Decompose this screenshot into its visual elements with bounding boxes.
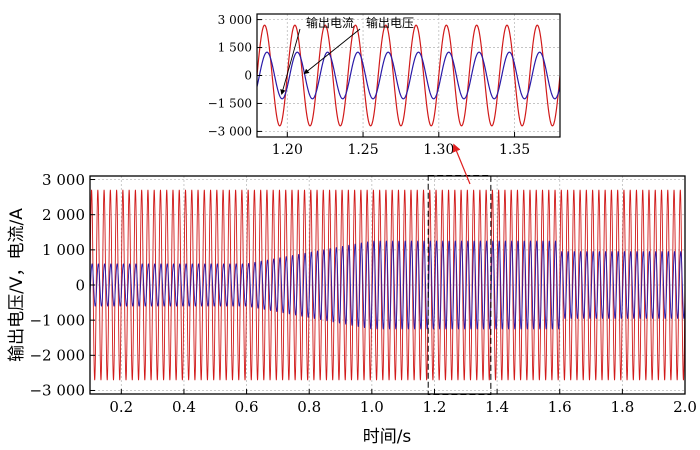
main-y-tick-label: −3 000 <box>29 382 85 400</box>
zoom-pointer-arrow <box>452 143 471 185</box>
inset-y-tick-label: 1 500 <box>218 41 252 55</box>
main-chart: 0.2 0.4 0.6 0.8 1.0 1.2 1.4 1.6 1.8 2.0 3 000 2 000… <box>7 171 697 447</box>
main-x-tick-label: 2.0 <box>673 398 697 416</box>
zoom-window-box <box>427 175 492 395</box>
annotation-arrow-voltage <box>303 28 361 75</box>
main-x-tick-label: 1.0 <box>360 398 384 416</box>
annotation-label-current: 输出电流 <box>306 15 354 30</box>
inset-series <box>257 24 560 127</box>
main-x-tick-label: 0.4 <box>172 398 196 416</box>
inset-x-tick-label: 1.35 <box>499 142 530 158</box>
main-x-axis-label: 时间/s <box>363 427 412 447</box>
main-axis-ticks: 0.2 0.4 0.6 0.8 1.0 1.2 1.4 1.6 1.8 2.0 3 000 2 000… <box>29 171 696 416</box>
series-line-current <box>90 240 685 330</box>
inset-series-line-voltage <box>257 24 560 127</box>
main-x-tick-label: 0.8 <box>297 398 321 416</box>
inset-y-tick-label: −1 500 <box>208 97 252 111</box>
annotation-label-voltage: 输出电压 <box>366 15 414 30</box>
main-y-tick-label: −2 000 <box>29 347 85 365</box>
inset-y-tick-label: −3 000 <box>208 125 252 139</box>
main-x-tick-label: 1.2 <box>423 398 447 416</box>
main-x-tick-label: 0.2 <box>109 398 133 416</box>
main-x-tick-label: 0.6 <box>235 398 259 416</box>
inset-x-tick-label: 1.25 <box>347 142 378 158</box>
inset-y-tick-label: 3 000 <box>218 13 252 27</box>
main-x-tick-label: 1.6 <box>548 398 572 416</box>
inset-axis-ticks: 1.20 1.25 1.30 1.35 3 000 1 500 0 −1 500 −3 000 <box>208 13 531 158</box>
main-x-tick-label: 1.4 <box>485 398 509 416</box>
main-y-tick-label: 2 000 <box>42 206 85 224</box>
inset-annotations: 输出电流 输出电压 <box>280 15 414 95</box>
inset-y-tick-label: 0 <box>244 69 252 83</box>
main-y-tick-label: −1 000 <box>29 311 85 329</box>
inset-series-line-current <box>257 51 560 100</box>
main-y-tick-label: 1 000 <box>42 241 85 259</box>
annotation-arrow-current <box>280 28 301 95</box>
inset-x-tick-label: 1.20 <box>272 142 303 158</box>
main-series <box>90 189 685 381</box>
main-y-axis-label: 输出电压/V，电流/A <box>7 208 27 362</box>
main-y-tick-label: 3 000 <box>42 171 85 189</box>
inset-x-tick-label: 1.30 <box>423 142 454 158</box>
main-x-tick-label: 1.8 <box>610 398 634 416</box>
series-line-voltage <box>90 189 685 381</box>
main-y-tick-label: 0 <box>75 276 85 294</box>
